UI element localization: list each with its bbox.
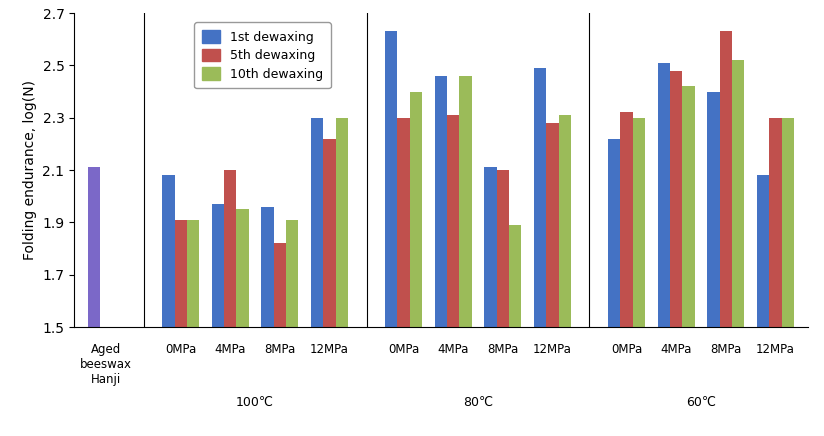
Bar xyxy=(497,170,509,327)
Text: 4MPa: 4MPa xyxy=(214,343,246,356)
Legend: 1st dewaxing, 5th dewaxing, 10th dewaxing: 1st dewaxing, 5th dewaxing, 10th dewaxin… xyxy=(194,23,331,89)
Bar xyxy=(397,118,410,327)
Bar xyxy=(534,68,546,327)
Bar xyxy=(658,63,670,327)
Bar xyxy=(224,170,236,327)
Bar xyxy=(385,31,397,327)
Bar xyxy=(311,118,323,327)
Text: 0MPa: 0MPa xyxy=(388,343,419,356)
Bar xyxy=(261,207,274,327)
Text: 0MPa: 0MPa xyxy=(611,343,642,356)
Bar xyxy=(485,167,497,327)
Bar xyxy=(274,243,286,327)
Bar xyxy=(212,204,224,327)
Text: 8MPa: 8MPa xyxy=(710,343,742,356)
Bar xyxy=(608,139,620,327)
Bar xyxy=(410,92,422,327)
Bar xyxy=(670,71,682,327)
Bar xyxy=(682,86,695,327)
Bar xyxy=(719,31,732,327)
Text: 8MPa: 8MPa xyxy=(265,343,296,356)
Bar xyxy=(732,60,744,327)
Text: 100℃: 100℃ xyxy=(236,396,274,409)
Text: 12MPa: 12MPa xyxy=(533,343,572,356)
Text: 80℃: 80℃ xyxy=(463,396,493,409)
Bar xyxy=(162,175,175,327)
Y-axis label: Folding endurance, log(N): Folding endurance, log(N) xyxy=(23,80,37,260)
Bar xyxy=(509,225,522,327)
Bar xyxy=(620,112,633,327)
Bar xyxy=(88,167,101,327)
Bar xyxy=(756,175,769,327)
Bar xyxy=(434,76,447,327)
Text: 60℃: 60℃ xyxy=(686,396,716,409)
Bar xyxy=(236,209,249,327)
Bar xyxy=(460,76,472,327)
Text: 4MPa: 4MPa xyxy=(438,343,469,356)
Text: Aged
beeswax
Hanji: Aged beeswax Hanji xyxy=(81,343,133,386)
Bar xyxy=(175,220,187,327)
Bar xyxy=(769,118,781,327)
Text: 12MPa: 12MPa xyxy=(756,343,795,356)
Bar xyxy=(323,139,335,327)
Text: 0MPa: 0MPa xyxy=(165,343,196,356)
Text: 4MPa: 4MPa xyxy=(661,343,692,356)
Text: 12MPa: 12MPa xyxy=(310,343,349,356)
Text: 8MPa: 8MPa xyxy=(487,343,518,356)
Bar xyxy=(781,118,794,327)
Bar xyxy=(707,92,719,327)
Bar xyxy=(286,220,298,327)
Bar xyxy=(633,118,645,327)
Bar xyxy=(447,115,460,327)
Bar xyxy=(546,123,559,327)
Bar xyxy=(187,220,199,327)
Bar xyxy=(335,118,348,327)
Bar xyxy=(559,115,571,327)
